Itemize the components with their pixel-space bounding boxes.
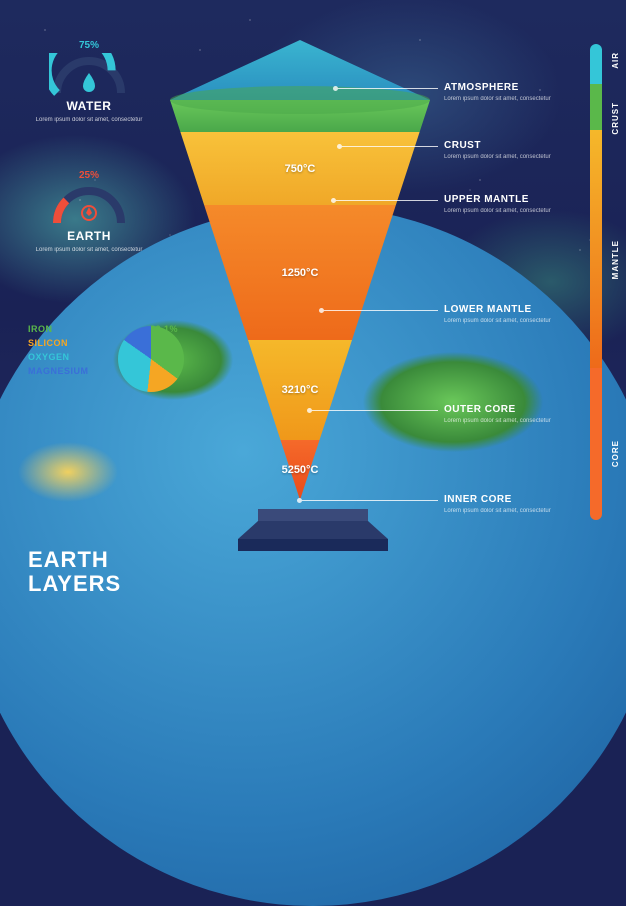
layer-label: ATMOSPHERE Lorem ipsum dolor sit amet, co… [444, 82, 584, 103]
temperature-label: 5250°C [270, 464, 330, 476]
layer-subtitle: Lorem ipsum dolor sit amet, consectetur [444, 153, 584, 161]
layer-subtitle: Lorem ipsum dolor sit amet, consectetur [444, 507, 584, 515]
gauge-percent: 75% [34, 40, 144, 51]
layer-name: ATMOSPHERE [444, 82, 584, 93]
leader-line [336, 88, 438, 89]
scale-segment [590, 130, 602, 368]
layer-name: CRUST [444, 140, 584, 151]
composition-block: IRON32,1%SILICON15,1%OXYGEN30,1%MAGNESIU… [28, 320, 178, 380]
scale-label: MANTLE [611, 240, 620, 279]
scale-label: AIR [611, 52, 620, 69]
leader-line [322, 310, 438, 311]
temperature-label: 3210°C [270, 384, 330, 396]
temperature-label: 1250°C [270, 267, 330, 279]
gauge-title: EARTH [34, 229, 144, 243]
scale-segment [590, 368, 602, 520]
leader-line [334, 200, 438, 201]
temperature-label: 750°C [270, 163, 330, 175]
layer-name: LOWER MANTLE [444, 304, 584, 315]
layers-scale-bar [590, 44, 602, 520]
layer-label: LOWER MANTLE Lorem ipsum dolor sit amet, … [444, 304, 584, 325]
leader-line [300, 500, 438, 501]
scale-label: CRUST [611, 102, 620, 135]
layer-label: OUTER CORE Lorem ipsum dolor sit amet, co… [444, 404, 584, 425]
element-name: OXYGEN [28, 352, 70, 362]
layer-name: OUTER CORE [444, 404, 584, 415]
scale-segment [590, 84, 602, 130]
leader-line [340, 146, 438, 147]
element-name: SILICON [28, 338, 68, 348]
main-title: EARTHLAYERS [28, 548, 121, 596]
layer-subtitle: Lorem ipsum dolor sit amet, consectetur [444, 207, 584, 215]
scale-label: CORE [611, 440, 620, 467]
layer-subtitle: Lorem ipsum dolor sit amet, consectetur [444, 417, 584, 425]
gauge-subtitle: Lorem ipsum dolor sit amet, consectetur [34, 116, 144, 124]
gauge-percent: 25% [34, 170, 144, 181]
layer-label: CRUST Lorem ipsum dolor sit amet, consect… [444, 140, 584, 161]
element-name: IRON [28, 324, 53, 334]
layer-subtitle: Lorem ipsum dolor sit amet, consectetur [444, 317, 584, 325]
layer-label: INNER CORE Lorem ipsum dolor sit amet, co… [444, 494, 584, 515]
gauge-earth: 25% EARTH Lorem ipsum dolor sit amet, cons… [34, 170, 144, 254]
gauge-title: WATER [34, 99, 144, 113]
gauge-subtitle: Lorem ipsum dolor sit amet, consectetur [34, 246, 144, 254]
layer-subtitle: Lorem ipsum dolor sit amet, consectetur [444, 95, 584, 103]
earth-cone: 750°C 1250°C 3210°C 5250°C [170, 40, 430, 520]
pedestal [238, 509, 388, 554]
layer-name: UPPER MANTLE [444, 194, 584, 205]
layer-name: INNER CORE [444, 494, 584, 505]
element-name: MAGNESIUM [28, 366, 89, 376]
scale-segment [590, 44, 602, 84]
leader-line [310, 410, 438, 411]
layer-label: UPPER MANTLE Lorem ipsum dolor sit amet, … [444, 194, 584, 215]
gauge-water: 75% WATER Lorem ipsum dolor sit amet, cons… [34, 40, 144, 124]
